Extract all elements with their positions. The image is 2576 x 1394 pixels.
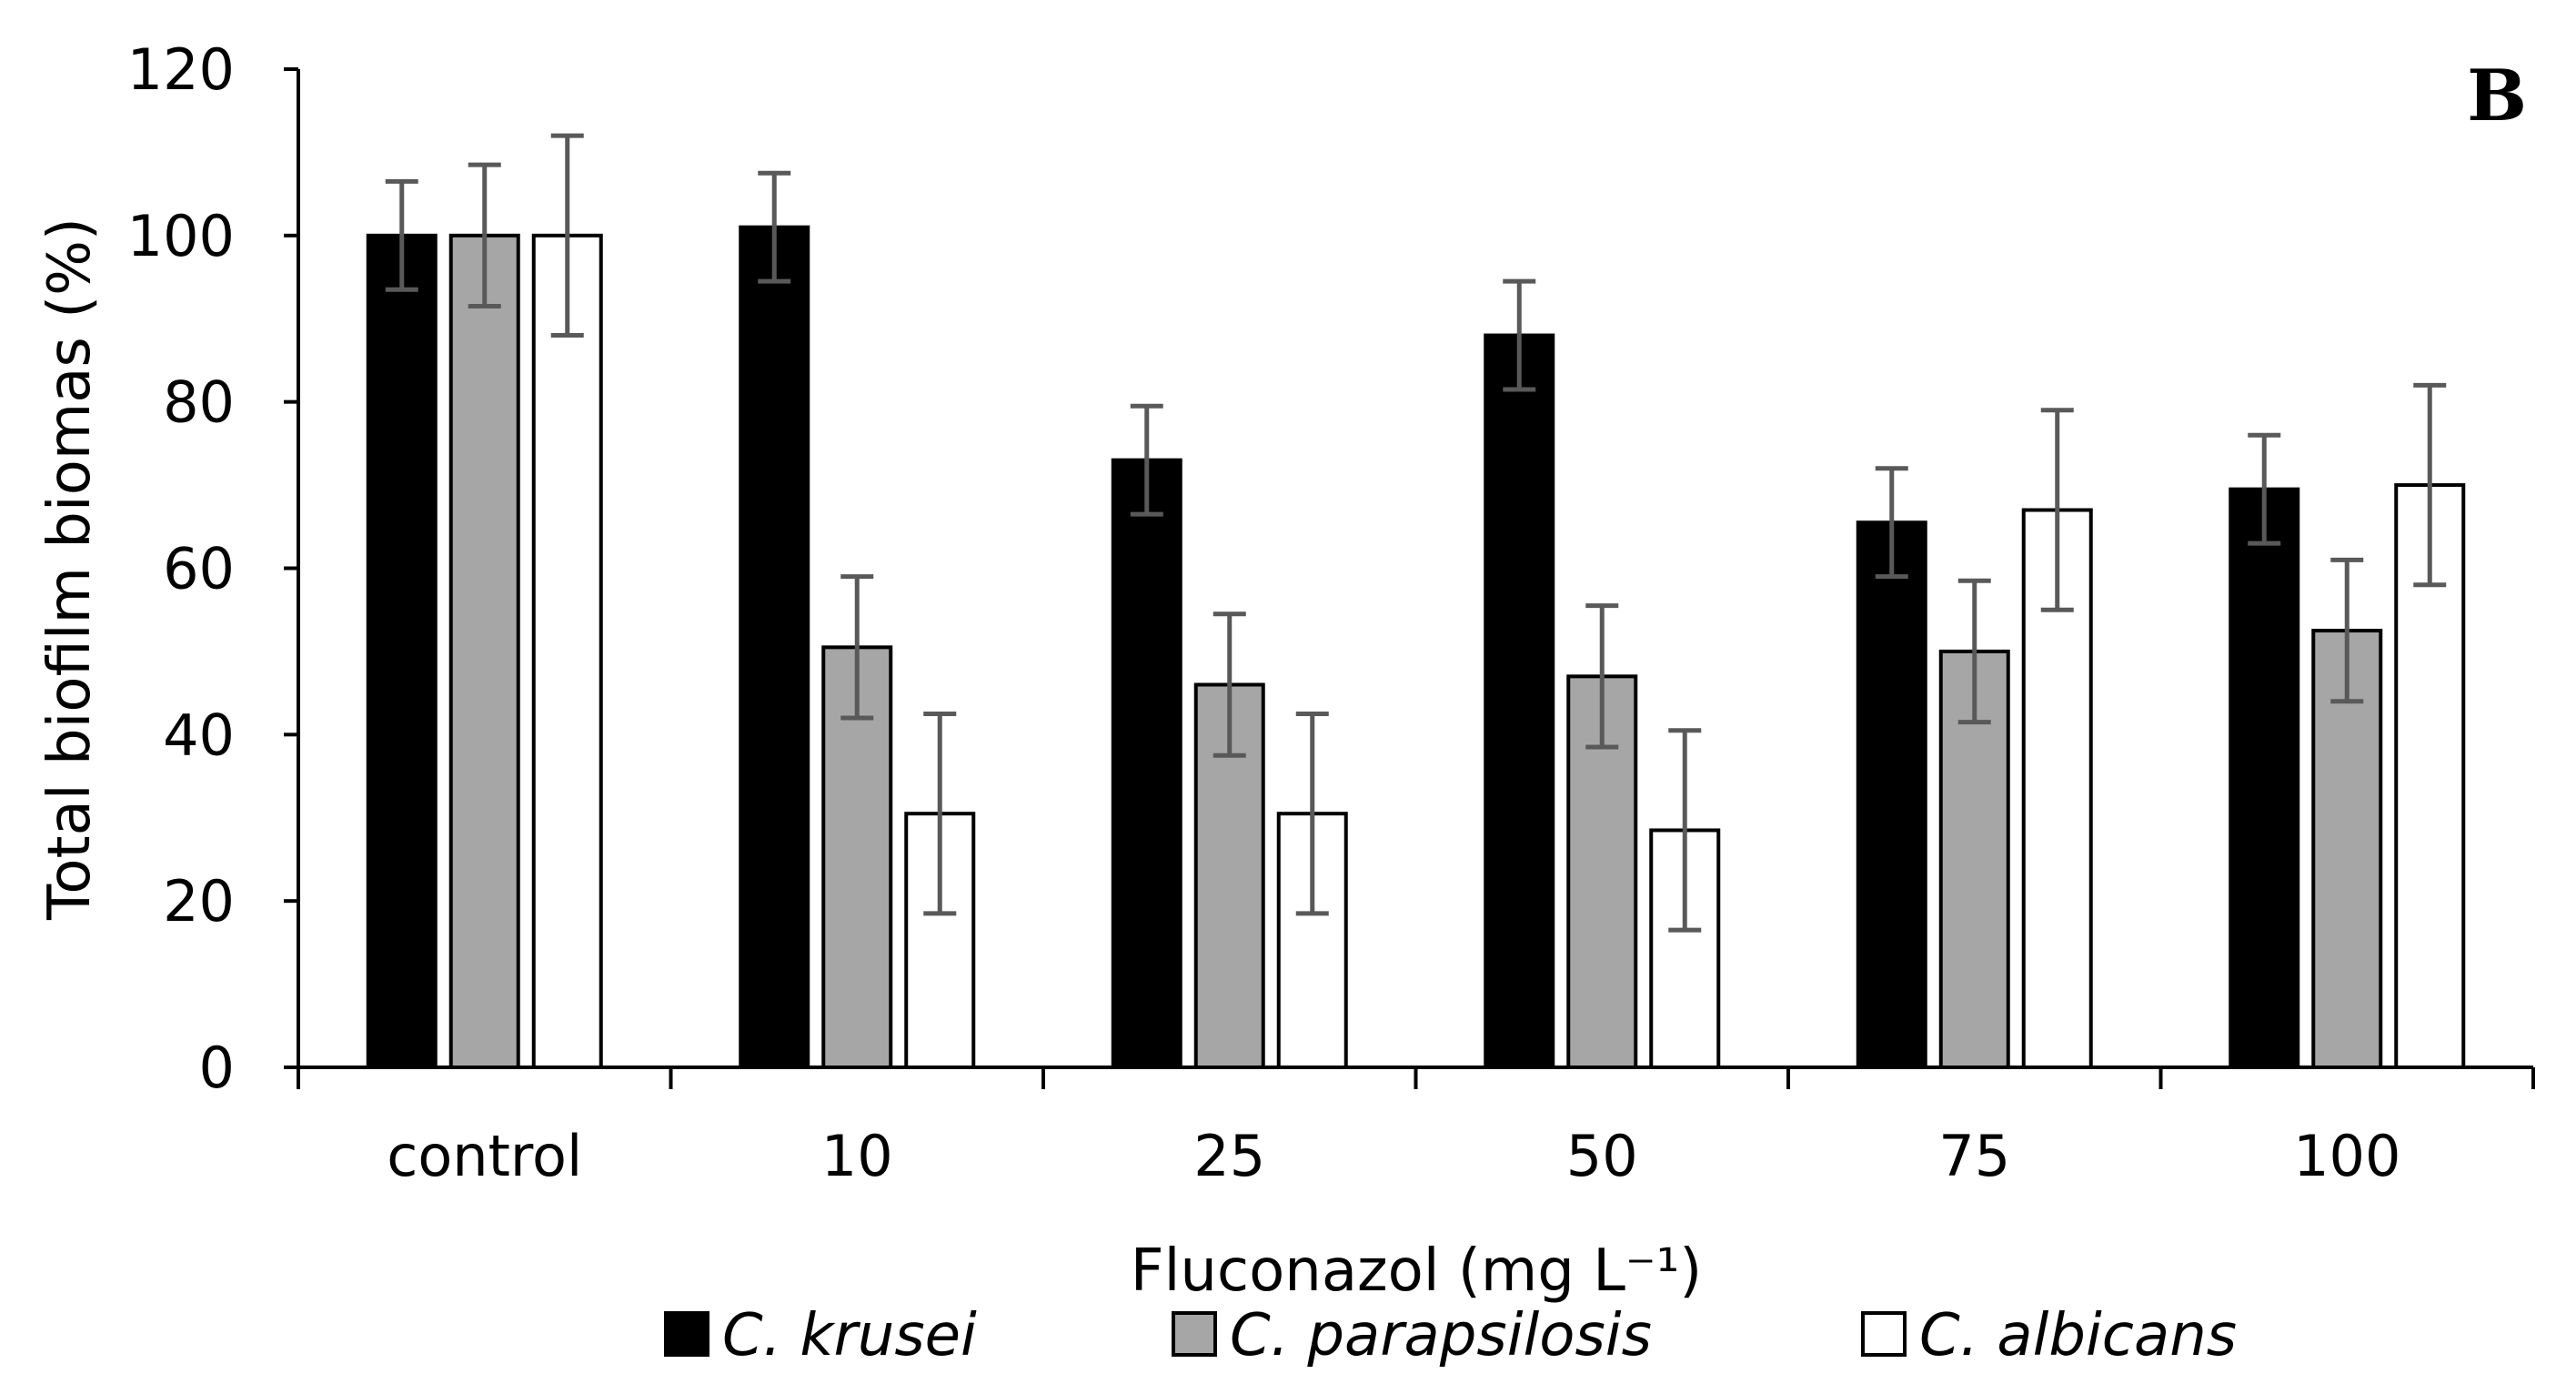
bar-c-krusei-10 xyxy=(739,225,810,1070)
error-bars-layer xyxy=(385,133,2447,933)
y-tick-label: 60 xyxy=(163,536,235,602)
x-tick-label: 100 xyxy=(2293,1123,2400,1189)
error-bar-c-albicans-75 xyxy=(2040,408,2074,612)
x-tick-label: 50 xyxy=(1566,1123,1638,1189)
error-bar-c-albicans-25 xyxy=(1295,711,1329,916)
legend-swatch xyxy=(1861,1311,1907,1357)
x-axis-label: Fluconazol (mg L⁻¹) xyxy=(1131,1237,1703,1305)
error-bar-c-krusei-100 xyxy=(2248,432,2281,546)
error-bar-c-albicans-control xyxy=(550,133,584,338)
y-tick-label: 80 xyxy=(163,369,235,436)
legend-label: C. parapsilosis xyxy=(1230,1302,1652,1369)
bars-layer xyxy=(366,225,2466,1070)
error-bar-c-albicans-10 xyxy=(923,711,957,916)
y-axis-label: Total biofilm biomas (%) xyxy=(36,217,104,921)
bar-c-krusei-50 xyxy=(1484,333,1555,1069)
y-tick-label: 0 xyxy=(199,1035,235,1101)
labels-layer: B Total biofilm biomas (%) Fluconazol (m… xyxy=(36,55,2527,1305)
legend-item-c-krusei: C. krusei xyxy=(664,1302,977,1369)
bar-c-krusei-100 xyxy=(2229,487,2300,1069)
x-tick-label: 10 xyxy=(821,1123,893,1189)
error-bar-c-parapsilosis-100 xyxy=(2330,557,2364,704)
error-bar-c-parapsilosis-10 xyxy=(840,574,874,721)
error-bar-c-parapsilosis-75 xyxy=(1957,578,1991,725)
error-bar-c-parapsilosis-control xyxy=(468,162,501,309)
error-bar-c-albicans-100 xyxy=(2413,382,2447,588)
error-bar-c-krusei-10 xyxy=(758,170,791,284)
bar-c-krusei-75 xyxy=(1856,520,1927,1069)
axes-layer xyxy=(297,69,2533,1069)
y-tick-label: 120 xyxy=(127,36,235,103)
error-bar-c-parapsilosis-50 xyxy=(1585,603,1619,750)
legend-label: C. krusei xyxy=(722,1302,977,1369)
y-tick-label: 100 xyxy=(127,203,235,269)
x-tick-label: control xyxy=(387,1123,582,1189)
legend-swatch xyxy=(664,1311,709,1357)
legend-swatch xyxy=(1172,1311,1217,1357)
legend-label: C. albicans xyxy=(1919,1302,2237,1369)
error-bar-c-krusei-75 xyxy=(1875,466,1908,580)
x-tick-label: 75 xyxy=(1938,1123,2010,1189)
legend: C. krusei C. parapsilosis C. albicans xyxy=(664,1302,2237,1369)
bar-c-krusei-control xyxy=(366,233,438,1070)
bar-c-krusei-25 xyxy=(1111,458,1182,1069)
legend-item-c-albicans: C. albicans xyxy=(1861,1302,2237,1369)
bar-c-albicans-control xyxy=(531,233,603,1070)
bar-c-albicans-25 xyxy=(1276,812,1348,1069)
y-tick-label: 40 xyxy=(163,702,235,768)
ticks-layer: 0 20 40 60 80 100 120 control 10 25 50 75 100 xyxy=(127,36,2535,1189)
error-bar-c-parapsilosis-25 xyxy=(1213,611,1246,758)
legend-item-c-parapsilosis: C. parapsilosis xyxy=(1172,1302,1652,1369)
bar-c-parapsilosis-control xyxy=(448,233,520,1070)
error-bar-c-albicans-50 xyxy=(1668,728,1702,933)
error-bar-c-krusei-25 xyxy=(1130,403,1163,517)
y-tick-label: 20 xyxy=(163,868,235,934)
panel-label: B xyxy=(2467,55,2527,137)
error-bar-c-krusei-control xyxy=(385,178,418,292)
x-tick-label: 25 xyxy=(1193,1123,1265,1189)
error-bar-c-krusei-50 xyxy=(1503,278,1536,392)
